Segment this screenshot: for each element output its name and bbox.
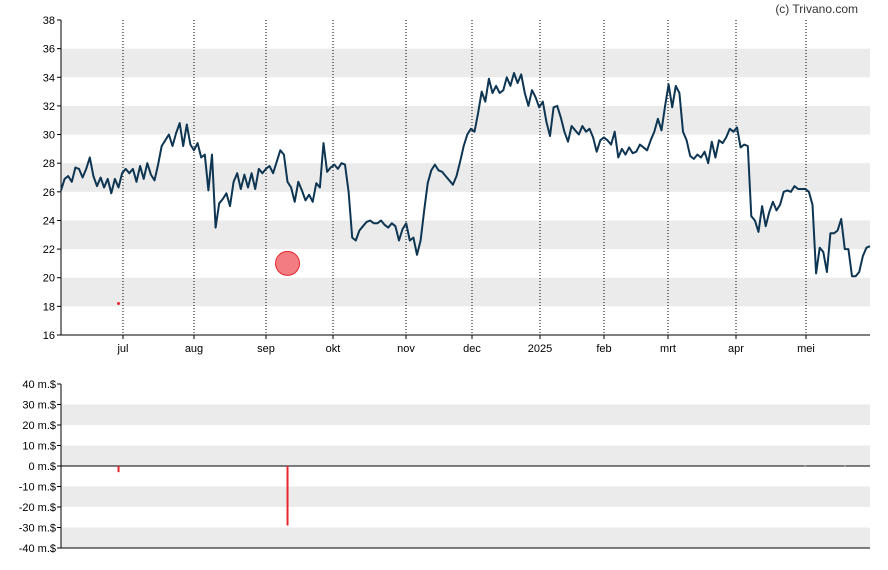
price-x-tick-label: 2025 [528,343,552,355]
volume-bar-series [117,465,846,526]
price-y-tick-label: 34 [43,72,55,84]
price-chart-y-tick-labels: 16 18 20 22 24 26 28 30 32 34 36 38 [43,15,61,342]
price-band [61,220,870,250]
price-band [61,277,870,307]
volume-y-tick-label: -30 m.$ [19,523,56,535]
volume-band [61,404,870,425]
volume-bar [286,466,289,526]
price-x-tick-label: jul [116,343,128,355]
price-chart-x-tick-labels: jul aug sep okt nov dec 2025 feb mrt apr mei [116,335,815,355]
price-y-tick-label: 32 [43,101,55,113]
price-y-tick-label: 26 [43,187,55,199]
volume-y-tick-label: -10 m.$ [19,482,56,494]
small-event-marker [117,302,121,305]
volume-band [61,486,870,507]
price-x-tick-label: mei [797,343,815,355]
price-x-tick-label: sep [257,343,275,355]
volume-bar [804,465,807,467]
volume-y-tick-label: -40 m.$ [19,543,56,555]
price-y-tick-label: 36 [43,44,55,56]
price-x-tick-label: apr [728,343,744,355]
volume-chart-y-tick-labels: 40 m.$ 30 m.$ 20 m.$ 10 m.$ 0 m.$ -10 m.$ -20 … [19,379,61,555]
price-x-tick-label: aug [185,343,203,355]
copyright-label: (c) Trivano.com [775,2,858,16]
volume-y-tick-label: 30 m.$ [22,400,56,412]
volume-y-tick-label: 40 m.$ [22,379,56,391]
volume-y-tick-label: 20 m.$ [22,420,56,432]
price-y-tick-label: 22 [43,244,55,256]
volume-y-tick-label: 10 m.$ [22,441,56,453]
price-y-tick-label: 38 [43,15,55,27]
volume-y-tick-label: -20 m.$ [19,502,56,514]
price-y-tick-label: 20 [43,273,55,285]
volume-bar [843,465,846,467]
price-chart-frame [60,20,870,336]
volume-chart-bands [61,404,870,548]
volume-bar [117,466,120,473]
volume-band [61,445,870,466]
price-x-tick-label: nov [397,343,415,355]
price-y-tick-label: 18 [43,301,55,313]
price-y-tick-label: 30 [43,130,55,142]
price-chart-markers [117,250,301,305]
price-chart-bands [61,48,870,307]
price-band [61,163,870,192]
price-x-tick-label: okt [326,343,341,355]
price-x-tick-label: feb [596,343,611,355]
price-band [61,105,870,135]
volume-band [61,527,870,548]
price-x-tick-label: mrt [660,343,676,355]
volume-y-tick-label: 0 m.$ [28,461,56,473]
price-y-tick-label: 16 [43,330,55,342]
price-band [61,48,870,78]
price-y-tick-label: 28 [43,158,55,170]
price-line-series [60,72,871,278]
price-x-tick-label: dec [463,343,481,355]
large-event-marker [275,250,301,276]
price-line [60,72,871,278]
price-y-tick-label: 24 [43,215,55,227]
